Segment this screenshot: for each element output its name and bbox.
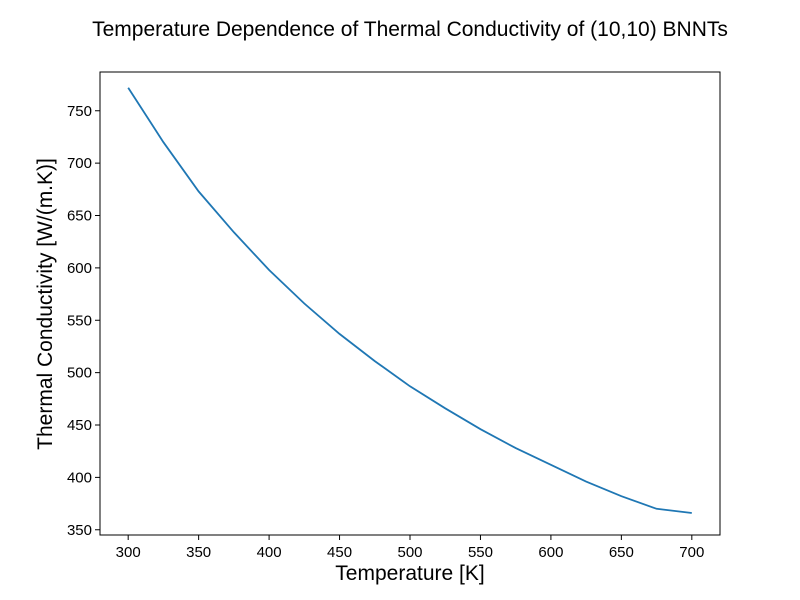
y-tick-label: 500 [67,365,92,382]
x-tick-label: 700 [679,544,704,561]
y-tick-label: 400 [67,469,92,486]
y-axis-title: Thermal Conductivity [W/(m.K)] [34,158,57,450]
plot-area-frame [99,71,721,536]
x-tick-label: 550 [468,544,493,561]
x-tick-label: 500 [397,544,422,561]
y-tick-label: 550 [67,312,92,329]
y-tick-label: 750 [67,103,92,120]
y-tick-label: 700 [67,155,92,172]
thermal-conductivity-line [127,87,692,514]
y-tick-label: 350 [67,522,92,539]
chart-title: Temperature Dependence of Thermal Conduc… [92,18,728,41]
x-tick-label: 450 [327,544,352,561]
x-tick-label: 600 [538,544,563,561]
x-axis-ticks: 300 350 400 450 500 550 600 650 700 [116,535,704,561]
y-tick-label: 650 [67,208,92,225]
x-tick-label: 300 [116,544,141,561]
x-tick-label: 350 [186,544,211,561]
y-tick-label: 450 [67,417,92,434]
y-axis-ticks: 350 400 450 500 550 600 650 700 750 [67,103,100,539]
x-axis-title: Temperature [K] [335,562,484,585]
x-tick-label: 400 [257,544,282,561]
y-tick-label: 600 [67,260,92,277]
x-tick-label: 650 [609,544,634,561]
